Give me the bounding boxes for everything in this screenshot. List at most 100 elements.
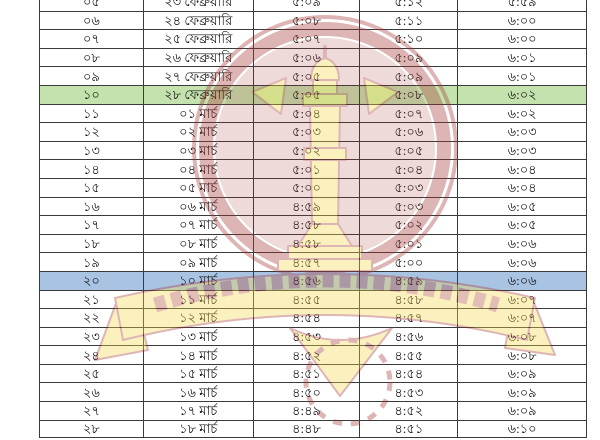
cell-sehri-time: ৫:০৭: [252, 30, 360, 48]
cell-fajr-time: ৫:১১: [359, 11, 457, 30]
cell-date: ১০ মার্চ: [142, 271, 253, 290]
cell-sehri-time: ৪:৫৬: [252, 271, 360, 290]
cell-iftar-time: ৬:০২: [457, 104, 586, 123]
cell-ramadan-day: ২৮: [82, 421, 100, 437]
cell-sehri-time: ৫:০৩: [252, 123, 360, 141]
table-row: ০৫ ২৩ ফেব্রুয়ারি ৫:০৯ ৫:১২ ৫:৫৯: [40, 0, 586, 11]
cell-date: ০৭ মার্চ: [142, 216, 253, 234]
cell-date: ০২ মার্চ: [142, 123, 253, 141]
cell-ramadan-day: ২১: [82, 291, 100, 307]
table-row: ২৩ ১৩ মার্চ ৪:৫৩ ৪:৫৬ ৬:০৮: [40, 326, 586, 346]
cell-fajr-time: ৫:০০: [359, 253, 457, 271]
cell-sehri-time: ৫:০৪: [252, 104, 360, 123]
cell-fajr-time: ৪:৫১: [359, 420, 457, 438]
cell-iftar-time: ৬:০২: [457, 85, 586, 104]
cell-sehri-time: ৪:৪৮: [252, 420, 360, 438]
cell-date: ০১ মার্চ: [142, 104, 253, 123]
cell-fajr-time: ৫:০৯: [359, 48, 457, 67]
cell-date: ১৩ মার্চ: [142, 327, 253, 346]
cell-fajr-time: ৪:৫৫: [359, 346, 457, 364]
cell-date: ২৬ ফেব্রুয়ারি: [142, 48, 253, 67]
cell-iftar-time: ৬:০৬: [457, 271, 586, 290]
table-row: ২৬ ১৬ মার্চ ৪:৫০ ৪:৫৩ ৬:০৯: [40, 382, 586, 402]
table-row: ১১ ০১ মার্চ ৫:০৪ ৫:০৭ ৬:০২: [40, 103, 586, 123]
cell-iftar-time: ৬:০৪: [457, 178, 586, 197]
cell-ramadan-day: ০৬: [82, 12, 100, 28]
cell-sehri-time: ৪:৫২: [252, 346, 360, 364]
cell-fajr-time: ৪:৫৯: [359, 271, 457, 290]
table-row: ১৯ ০৯ মার্চ ৪:৫৭ ৫:০০ ৬:০৬: [40, 252, 586, 271]
table-row: ১৫ ০৫ মার্চ ৫:০০ ৫:০৩ ৬:০৪: [40, 177, 586, 197]
cell-date: ১২ মার্চ: [142, 309, 253, 327]
cell-iftar-time: ৬:০৮: [457, 327, 586, 346]
cell-ramadan-day: ১৩: [82, 143, 100, 159]
cell-date: ১৮ মার্চ: [142, 420, 253, 438]
table-row: ১২ ০২ মার্চ ৫:০৩ ৫:০৬ ৬:০৩: [40, 122, 586, 141]
cell-ramadan-day: ১৬: [82, 198, 100, 214]
cell-fajr-time: ৫:১২: [359, 0, 457, 11]
cell-ramadan-day: ২৫: [82, 366, 100, 382]
cell-iftar-time: ৬:০৯: [457, 383, 586, 402]
cell-ramadan-day: ০৭: [82, 31, 100, 47]
table-row: ১৭ ০৭ মার্চ ৪:৫৮ ৫:০২ ৬:০৫: [40, 215, 586, 234]
cell-iftar-time: ৬:০৬: [457, 234, 586, 253]
cell-iftar-time: ৬:০০: [457, 30, 586, 48]
cell-iftar-time: ৬:০৭: [457, 290, 586, 309]
cell-iftar-time: ৬:০৬: [457, 253, 586, 271]
cell-sehri-time: ৪:৫৮: [252, 234, 360, 253]
cell-fajr-time: ৪:৫২: [359, 402, 457, 420]
cell-sehri-time: ৪:৫৫: [252, 290, 360, 309]
cell-fajr-time: ৫:০১: [359, 234, 457, 253]
cell-ramadan-day: ১২: [82, 124, 100, 140]
table-row: ২১ ১১ মার্চ ৪:৫৫ ৪:৫৮ ৬:০৭: [40, 289, 586, 309]
cell-ramadan-day: ২৩: [82, 328, 100, 344]
cell-ramadan-day: ২৪: [82, 347, 100, 363]
cell-sehri-time: ৪:৫৮: [252, 216, 360, 234]
cell-sehri-time: ৪:৫৭: [252, 253, 360, 271]
cell-sehri-time: ৫:০৯: [252, 0, 360, 11]
cell-ramadan-day: ২০: [82, 273, 100, 289]
cell-date: ১৫ মার্চ: [142, 364, 253, 383]
cell-fajr-time: ৫:০৫: [359, 141, 457, 160]
cell-sehri-time: ৪:৫০: [252, 383, 360, 402]
cell-sehri-time: ৪:৫৯: [252, 197, 360, 216]
cell-date: ০৬ মার্চ: [142, 197, 253, 216]
cell-ramadan-day: ১৫: [82, 180, 100, 196]
cell-fajr-time: ৫:০৯: [359, 67, 457, 85]
cell-ramadan-day: ১০: [82, 87, 100, 103]
cell-ramadan-day: ০৫: [82, 0, 100, 10]
cell-date: ০৯ মার্চ: [142, 253, 253, 271]
cell-ramadan-day: ২২: [82, 310, 100, 326]
cell-ramadan-day: ২৬: [82, 384, 100, 400]
cell-date: ২৫ ফেব্রুয়ারি: [142, 30, 253, 48]
cell-iftar-time: ৬:১০: [457, 420, 586, 438]
cell-sehri-time: ৫:০৮: [252, 11, 360, 30]
cell-fajr-time: ৫:০৩: [359, 197, 457, 216]
cell-iftar-time: ৬:০৩: [457, 141, 586, 160]
cell-fajr-time: ৪:৫৮: [359, 290, 457, 309]
cell-sehri-time: ৫:০৫: [252, 67, 360, 85]
cell-date: ০৮ মার্চ: [142, 234, 253, 253]
cell-ramadan-day: ০৯: [82, 68, 100, 84]
cell-fajr-time: ৫:০৬: [359, 123, 457, 141]
cell-fajr-time: ৫:০৭: [359, 104, 457, 123]
cell-iftar-time: ৬:০৯: [457, 364, 586, 383]
cell-sehri-time: ৫:০১: [252, 160, 360, 178]
cell-ramadan-day: ১৭: [82, 217, 100, 233]
cell-ramadan-day: ১৮: [82, 236, 100, 252]
cell-fajr-time: ৪:৫৬: [359, 327, 457, 346]
cell-date: ১১ মার্চ: [142, 290, 253, 309]
cell-iftar-time: ৬:০৮: [457, 346, 586, 364]
table-row: ০৭ ২৫ ফেব্রুয়ারি ৫:০৭ ৫:১০ ৬:০০: [40, 29, 586, 48]
cell-date: ০৪ মার্চ: [142, 160, 253, 178]
cell-date: ২৩ ফেব্রুয়ারি: [142, 0, 253, 11]
cell-iftar-time: ৫:৫৯: [457, 0, 586, 11]
calendar-table: ০৫ ২৩ ফেব্রুয়ারি ৫:০৯ ৫:১২ ৫:৫৯ ০৬ ২৪ ফ…: [39, 0, 587, 439]
cell-date: ১৬ মার্চ: [142, 383, 253, 402]
table-row: ১৪ ০৪ মার্চ ৫:০১ ৫:০৪ ৬:০৪: [40, 159, 586, 178]
cell-sehri-time: ৪:৫১: [252, 364, 360, 383]
cell-iftar-time: ৬:০৫: [457, 216, 586, 234]
cell-ramadan-day: ১৯: [82, 254, 100, 270]
cell-sehri-time: ৪:৫৩: [252, 327, 360, 346]
cell-sehri-time: ৫:০৬: [252, 48, 360, 67]
